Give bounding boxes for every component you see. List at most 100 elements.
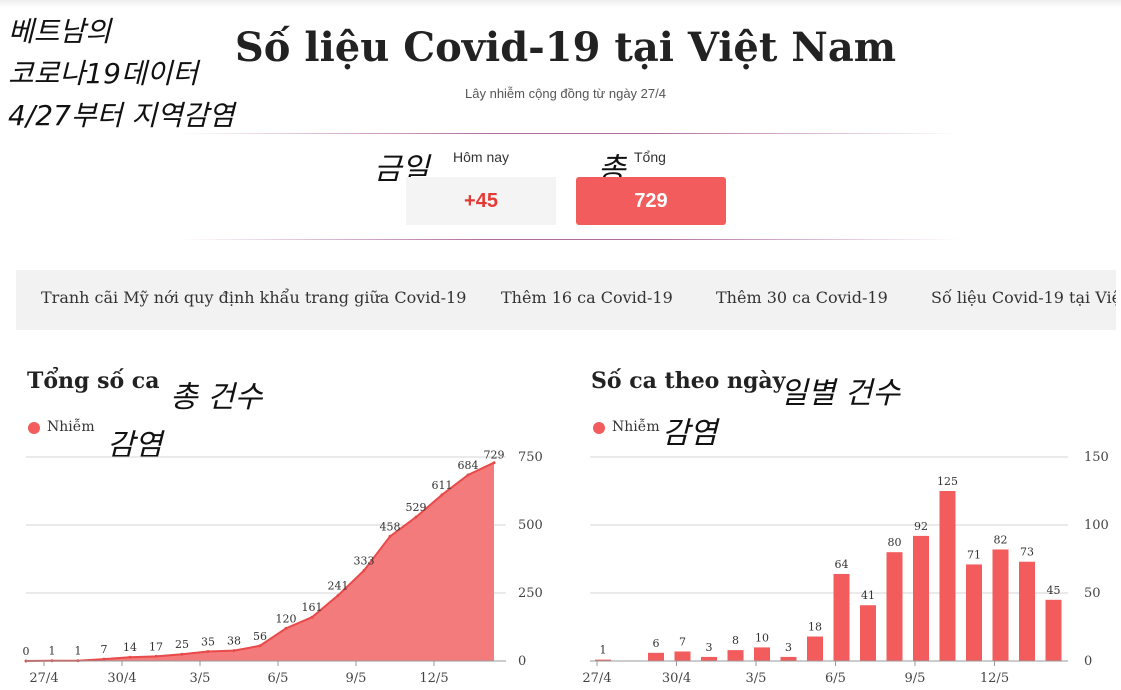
daily-legend-label: Nhiễm: [612, 419, 660, 435]
daily-x-tick: 6/5: [825, 671, 846, 686]
cumulative-data-label: 1: [49, 645, 56, 658]
daily-bar-label: 71: [967, 548, 981, 561]
cumulative-x-tick: 30/4: [107, 671, 136, 686]
note-line-3: 4/27부터 지역감염: [8, 99, 235, 132]
cumulative-data-label: 729: [484, 449, 505, 462]
cumulative-point: [362, 568, 366, 572]
stat-total-label: Tổng: [634, 149, 666, 165]
cumulative-data-label: 38: [227, 635, 241, 648]
cumulative-y-tick: 500: [518, 518, 543, 533]
cumulative-point: [414, 515, 418, 519]
page-title: Số liệu Covid-19 tại Việt Nam: [234, 24, 897, 71]
cumulative-point: [258, 644, 262, 648]
cumulative-point: [388, 534, 392, 538]
daily-bar-label: 45: [1047, 584, 1061, 597]
daily-bar: [595, 659, 611, 661]
daily-bar: [754, 647, 770, 661]
cumulative-legend-dot: [28, 422, 40, 434]
cumulative-point: [336, 593, 340, 597]
daily-legend-dot: [593, 422, 605, 434]
stat-today-label: Hôm nay: [453, 149, 510, 165]
cumulative-data-label: 241: [328, 579, 349, 592]
daily-bar: [1045, 599, 1062, 661]
daily-bar: [648, 652, 664, 661]
daily-bar-label: 64: [835, 558, 849, 571]
divider-bottom: [180, 239, 960, 240]
note-cumulative-title: 총 건수: [170, 380, 263, 415]
daily-bar-label: 3: [785, 641, 792, 654]
page-subtitle: Lây nhiễm cộng đồng từ ngày 27/4: [465, 86, 666, 101]
daily-bar-label: 18: [808, 621, 822, 634]
daily-bar-label: 73: [1020, 546, 1034, 559]
cumulative-data-label: 56: [253, 630, 267, 643]
cumulative-point: [102, 657, 106, 661]
daily-bar-label: 3: [706, 641, 713, 654]
cumulative-data-label: 17: [149, 640, 163, 653]
daily-y-tick: 150: [1084, 450, 1109, 465]
cumulative-data-label: 333: [354, 554, 375, 567]
cumulative-point: [206, 649, 210, 653]
cumulative-data-label: 120: [276, 612, 297, 625]
cumulative-point: [440, 493, 444, 497]
cumulative-point: [310, 615, 314, 619]
cumulative-x-tick: 6/5: [268, 671, 289, 686]
daily-bar: [807, 636, 823, 661]
stat-today-value: +45: [406, 177, 556, 225]
news-link-1[interactable]: Tranh cãi Mỹ nới quy định khẩu trang giữ…: [41, 288, 467, 307]
daily-bar: [913, 535, 929, 661]
divider-top: [180, 133, 960, 134]
daily-bar: [992, 549, 1009, 661]
cumulative-data-label: 7: [101, 643, 108, 656]
daily-chart-title: Số ca theo ngày: [591, 368, 786, 394]
cumulative-data-label: 458: [380, 520, 401, 533]
cumulative-data-label: 684: [458, 459, 479, 472]
cumulative-y-tick: 250: [518, 586, 543, 601]
daily-bar: [860, 605, 876, 661]
cumulative-point: [492, 461, 496, 465]
daily-x-tick: 3/5: [746, 671, 767, 686]
daily-bar-label: 41: [861, 589, 875, 602]
daily-bar: [966, 564, 982, 661]
cumulative-data-label: 25: [175, 638, 189, 651]
cumulative-x-tick: 27/4: [29, 671, 58, 686]
news-link-2[interactable]: Thêm 16 ca Covid-19: [501, 288, 673, 307]
cumulative-chart-title: Tổng số ca: [27, 368, 160, 394]
cumulative-legend-label: Nhiễm: [47, 419, 95, 435]
news-link-4[interactable]: Số liệu Covid-19 tại Việt Nam: [931, 288, 1116, 307]
daily-bar-label: 92: [914, 520, 928, 533]
daily-bar: [939, 491, 956, 661]
cumulative-data-label: 14: [123, 641, 137, 654]
daily-y-tick: 100: [1084, 518, 1109, 533]
stat-total-value: 729: [576, 177, 726, 225]
daily-bar-label: 82: [994, 533, 1008, 546]
cumulative-y-tick: 750: [518, 450, 543, 465]
cumulative-data-label: 611: [432, 479, 453, 492]
daily-bar-label: 8: [732, 634, 739, 647]
cumulative-data-label: 161: [302, 601, 323, 614]
cumulative-point: [466, 473, 470, 477]
daily-bar-label: 80: [888, 536, 902, 549]
top-strip: [0, 0, 1121, 8]
cumulative-point: [284, 626, 288, 630]
daily-bar-label: 10: [755, 631, 769, 644]
daily-bar-label: 125: [937, 475, 958, 488]
daily-x-tick: 12/5: [980, 671, 1009, 686]
cumulative-point: [154, 654, 158, 658]
daily-y-tick: 0: [1084, 654, 1092, 669]
note-line-2: 코로나19데이터: [8, 57, 199, 90]
cumulative-x-tick: 12/5: [419, 671, 448, 686]
daily-x-tick: 27/4: [582, 671, 611, 686]
note-daily-title: 일별 건수: [780, 376, 900, 411]
note-line-1: 베트남의: [8, 15, 112, 48]
daily-bar: [1019, 561, 1035, 661]
daily-bar: [833, 573, 850, 661]
cumulative-y-tick: 0: [518, 654, 526, 669]
cumulative-x-tick: 9/5: [346, 671, 367, 686]
cumulative-point: [180, 652, 184, 656]
news-ticker: Tranh cãi Mỹ nới quy định khẩu trang giữ…: [16, 270, 1116, 330]
news-link-3[interactable]: Thêm 30 ca Covid-19: [716, 288, 888, 307]
note-daily-legend: 감염: [662, 416, 718, 451]
cumulative-point: [128, 655, 132, 659]
daily-x-tick: 9/5: [905, 671, 926, 686]
